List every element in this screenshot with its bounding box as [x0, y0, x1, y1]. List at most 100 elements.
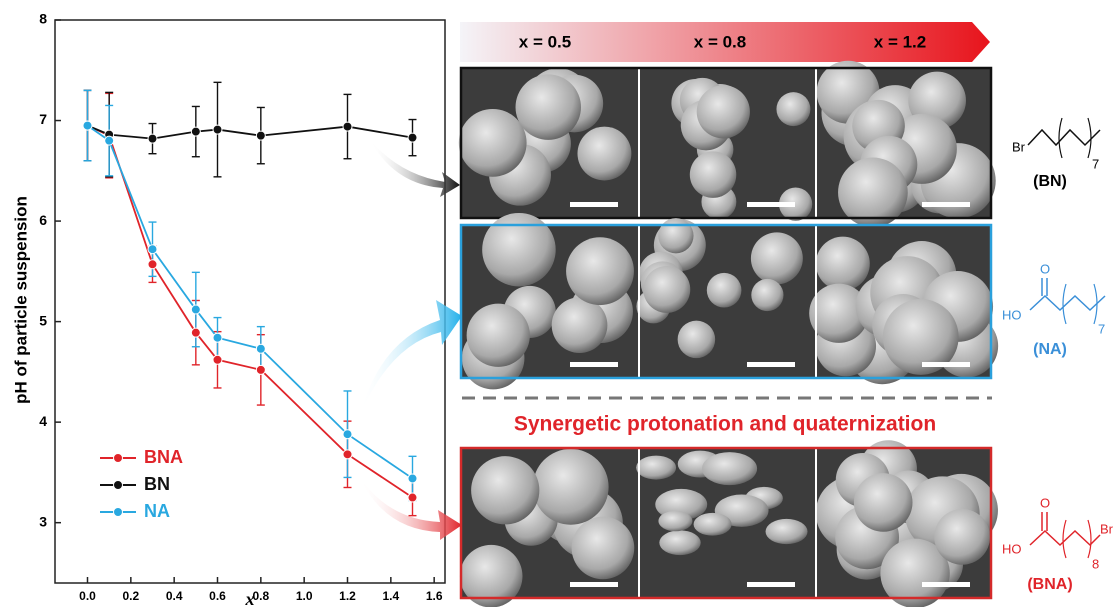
atom: HO [1002, 541, 1022, 556]
scale-bar [570, 202, 618, 207]
x-tick-label: 0.2 [122, 589, 139, 603]
legend-marker [113, 453, 123, 463]
particle [643, 265, 691, 313]
legend-label: BNA [144, 447, 183, 467]
y-axis-label: pH of particle suspension [11, 196, 30, 404]
particle [706, 272, 742, 308]
data-point [255, 343, 266, 354]
y-tick-label: 6 [39, 212, 47, 228]
particle [471, 456, 540, 525]
panel-border [459, 223, 993, 380]
particle [466, 303, 530, 367]
data-point [212, 354, 223, 365]
particle [636, 455, 677, 480]
data-point [147, 259, 158, 270]
particle [566, 237, 634, 306]
subscript: 7 [1092, 156, 1099, 171]
particle [677, 320, 716, 359]
particle [577, 126, 632, 181]
data-point [407, 132, 418, 143]
atom: O [1040, 495, 1050, 510]
scale-bar [922, 582, 970, 587]
series-line [86, 124, 414, 480]
particle [696, 85, 750, 139]
particle [815, 236, 870, 291]
x-tick-label: 0.6 [209, 589, 226, 603]
particle [778, 187, 813, 221]
data-point [190, 126, 201, 137]
atom: Br [1012, 139, 1026, 154]
particle [880, 538, 950, 609]
y-tick-label: 7 [39, 111, 47, 127]
arrow-bn [370, 140, 460, 197]
particle [750, 232, 803, 285]
data-point [342, 449, 353, 460]
scale-bar [747, 582, 795, 587]
particle [532, 448, 609, 525]
data-point [190, 304, 201, 315]
data-point [407, 473, 418, 484]
x-tick-label: 0.8 [252, 589, 269, 603]
data-point [82, 120, 93, 131]
arrow-bna [360, 478, 462, 540]
particle [515, 74, 581, 140]
subscript: 8 [1092, 556, 1099, 571]
scale-bar [747, 362, 795, 367]
data-point [255, 130, 266, 141]
y-tick-label: 4 [39, 413, 47, 429]
particle [571, 516, 635, 580]
sem-images [458, 60, 999, 609]
panel-border [459, 66, 993, 220]
data-point [342, 121, 353, 132]
arrow-na [360, 300, 462, 415]
data-point [342, 429, 353, 440]
data-point [190, 327, 201, 338]
data-point [147, 133, 158, 144]
particle [934, 508, 991, 565]
particle [458, 108, 527, 177]
data-point [407, 492, 418, 503]
x-tick-label: 0.0 [79, 589, 96, 603]
particle [459, 544, 523, 608]
x-axis-label: x [245, 589, 255, 607]
data-point [147, 244, 158, 255]
particle [658, 218, 694, 254]
atom: HO [1002, 307, 1022, 322]
scale-bar [922, 202, 970, 207]
molecule-bn: Br 7 (BN) [1012, 117, 1101, 190]
data-point [212, 124, 223, 135]
molecule-name: (BN) [1033, 173, 1067, 190]
x-tick-label: 1.6 [426, 589, 443, 603]
x-tick-label: 1.4 [382, 589, 399, 603]
molecule-na: O HO 7 (NA) [1002, 261, 1106, 358]
particle [751, 278, 784, 312]
data-point [255, 364, 266, 375]
particle [882, 299, 959, 375]
legend-label: NA [144, 501, 170, 521]
particle [482, 212, 556, 287]
header-label: x = 0.5 [519, 32, 571, 51]
header-arrow [460, 22, 990, 62]
y-tick-label: 8 [39, 11, 47, 27]
subscript: 7 [1098, 321, 1105, 336]
particle [765, 518, 808, 545]
x-tick-label: 0.4 [166, 589, 183, 603]
scale-bar [570, 362, 618, 367]
atom: O [1040, 261, 1050, 276]
legend-marker [113, 480, 123, 490]
atom: Br [1100, 521, 1114, 536]
series-line [87, 124, 413, 140]
particle [809, 283, 869, 343]
x-tick-label: 1.0 [296, 589, 313, 603]
molecule-bna: O HO Br 8 (BNA) [1002, 495, 1114, 593]
particle [776, 92, 811, 127]
particle [838, 157, 908, 228]
particle [689, 151, 737, 198]
legend-marker [113, 507, 123, 517]
particle [853, 473, 913, 532]
particle [693, 512, 732, 536]
molecule-name: (BNA) [1027, 576, 1072, 593]
y-tick-label: 5 [39, 312, 47, 328]
header-label: x = 1.2 [874, 32, 926, 51]
